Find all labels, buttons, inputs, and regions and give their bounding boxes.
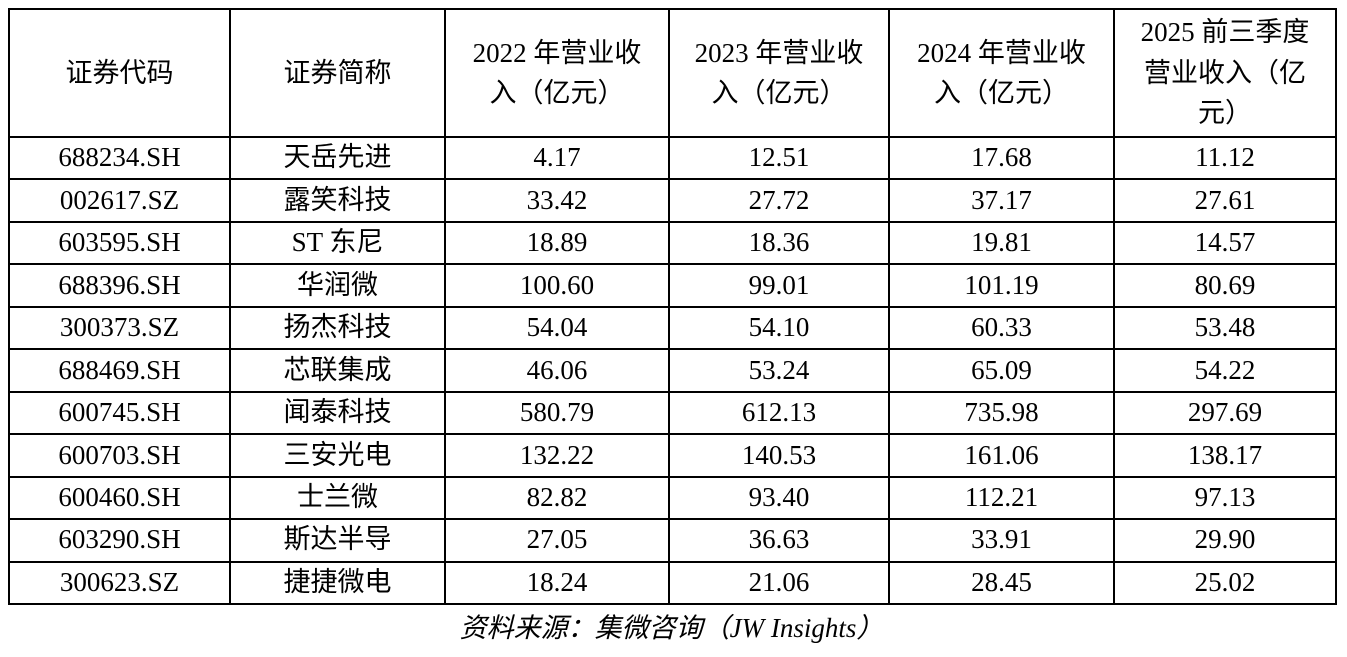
table-row: 300373.SZ 扬杰科技 54.04 54.10 60.33 53.48 [8, 305, 1337, 351]
table-cell: 600460.SH [8, 475, 231, 521]
table-cell: 112.21 [888, 475, 1115, 521]
table-header: 证券代码 证券简称 2022 年营业收 入（亿元） 2023 年营业收 入（亿元… [8, 8, 1337, 138]
table-cell: 600745.SH [8, 390, 231, 436]
table-cell: 37.17 [888, 178, 1115, 223]
table-cell: 688469.SH [8, 348, 231, 393]
table-cell: 688396.SH [8, 263, 231, 308]
table-cell: 82.82 [444, 475, 670, 521]
table-row: 688396.SH 华润微 100.60 99.01 101.19 80.69 [8, 263, 1337, 308]
table-cell: 297.69 [1113, 390, 1337, 436]
column-header-2022: 2022 年营业收 入（亿元） [444, 8, 670, 138]
table-cell: 612.13 [668, 390, 890, 436]
table-cell: 27.61 [1113, 178, 1337, 223]
table-cell: 300623.SZ [8, 560, 231, 606]
column-header-code: 证券代码 [8, 8, 231, 138]
table-cell: 18.24 [444, 560, 670, 606]
table-cell: 12.51 [668, 135, 890, 181]
table-cell: 28.45 [888, 560, 1115, 606]
table-cell: 138.17 [1113, 433, 1337, 478]
table-cell: 54.04 [444, 305, 670, 351]
table-cell: 露笑科技 [229, 178, 446, 223]
table-cell: 29.90 [1113, 518, 1337, 563]
revenue-table: 证券代码 证券简称 2022 年营业收 入（亿元） 2023 年营业收 入（亿元… [8, 8, 1337, 606]
table-cell: 161.06 [888, 433, 1115, 478]
table-row: 300623.SZ 捷捷微电 18.24 21.06 28.45 25.02 [8, 560, 1337, 606]
table-cell: 60.33 [888, 305, 1115, 351]
column-header-2023: 2023 年营业收 入（亿元） [668, 8, 890, 138]
table-cell: 华润微 [229, 263, 446, 308]
table-cell: 101.19 [888, 263, 1115, 308]
table-row: 688469.SH 芯联集成 46.06 53.24 65.09 54.22 [8, 348, 1337, 393]
table-cell: 33.42 [444, 178, 670, 223]
table-cell: 士兰微 [229, 475, 446, 521]
table-cell: 97.13 [1113, 475, 1337, 521]
table-cell: 132.22 [444, 433, 670, 478]
table-cell: 21.06 [668, 560, 890, 606]
table-cell: 11.12 [1113, 135, 1337, 181]
table-cell: 93.40 [668, 475, 890, 521]
table-cell: 140.53 [668, 433, 890, 478]
table-row: 600703.SH 三安光电 132.22 140.53 161.06 138.17 [8, 433, 1337, 478]
table-cell: 三安光电 [229, 433, 446, 478]
table-cell: 36.63 [668, 518, 890, 563]
table-row: 600460.SH 士兰微 82.82 93.40 112.21 97.13 [8, 475, 1337, 521]
table-cell: 603290.SH [8, 518, 231, 563]
table-cell: 603595.SH [8, 220, 231, 266]
table-cell: 99.01 [668, 263, 890, 308]
table-cell: 100.60 [444, 263, 670, 308]
table-cell: 46.06 [444, 348, 670, 393]
table-cell: 54.22 [1113, 348, 1337, 393]
table-cell: 18.89 [444, 220, 670, 266]
table-row: 603290.SH 斯达半导 27.05 36.63 33.91 29.90 [8, 518, 1337, 563]
table-cell: 735.98 [888, 390, 1115, 436]
table-cell: 688234.SH [8, 135, 231, 181]
table-row: 688234.SH 天岳先进 4.17 12.51 17.68 11.12 [8, 135, 1337, 181]
table-cell: 53.24 [668, 348, 890, 393]
table-cell: 芯联集成 [229, 348, 446, 393]
table-cell: 25.02 [1113, 560, 1337, 606]
table-cell: 14.57 [1113, 220, 1337, 266]
table-cell: 17.68 [888, 135, 1115, 181]
table-cell: 18.36 [668, 220, 890, 266]
header-row: 证券代码 证券简称 2022 年营业收 入（亿元） 2023 年营业收 入（亿元… [8, 8, 1337, 138]
table-cell: 天岳先进 [229, 135, 446, 181]
table-cell: 300373.SZ [8, 305, 231, 351]
table-cell: 捷捷微电 [229, 560, 446, 606]
table-cell: 27.05 [444, 518, 670, 563]
table-cell: 斯达半导 [229, 518, 446, 563]
table-row: 002617.SZ 露笑科技 33.42 27.72 37.17 27.61 [8, 178, 1337, 223]
table-cell: 19.81 [888, 220, 1115, 266]
table-cell: 4.17 [444, 135, 670, 181]
table-cell: 600703.SH [8, 433, 231, 478]
table-cell: 53.48 [1113, 305, 1337, 351]
column-header-2025q3: 2025 前三季度 营业收入（亿 元） [1113, 8, 1337, 138]
table-cell: 80.69 [1113, 263, 1337, 308]
table-cell: ST 东尼 [229, 220, 446, 266]
table-cell: 65.09 [888, 348, 1115, 393]
table-cell: 54.10 [668, 305, 890, 351]
table-body: 688234.SH 天岳先进 4.17 12.51 17.68 11.12 002617.S… [8, 135, 1337, 606]
column-header-name: 证券简称 [229, 8, 446, 138]
column-header-2024: 2024 年营业收 入（亿元） [888, 8, 1115, 138]
table-cell: 580.79 [444, 390, 670, 436]
source-caption: 资料来源：集微咨询（JW Insights） [459, 613, 884, 643]
table-cell: 27.72 [668, 178, 890, 223]
table-row: 603595.SH ST 东尼 18.89 18.36 19.81 14.57 [8, 220, 1337, 266]
table-cell: 33.91 [888, 518, 1115, 563]
table-cell: 闻泰科技 [229, 390, 446, 436]
table-cell: 002617.SZ [8, 178, 231, 223]
table-row: 600745.SH 闻泰科技 580.79 612.13 735.98 297.69 [8, 390, 1337, 436]
table-cell: 扬杰科技 [229, 305, 446, 351]
